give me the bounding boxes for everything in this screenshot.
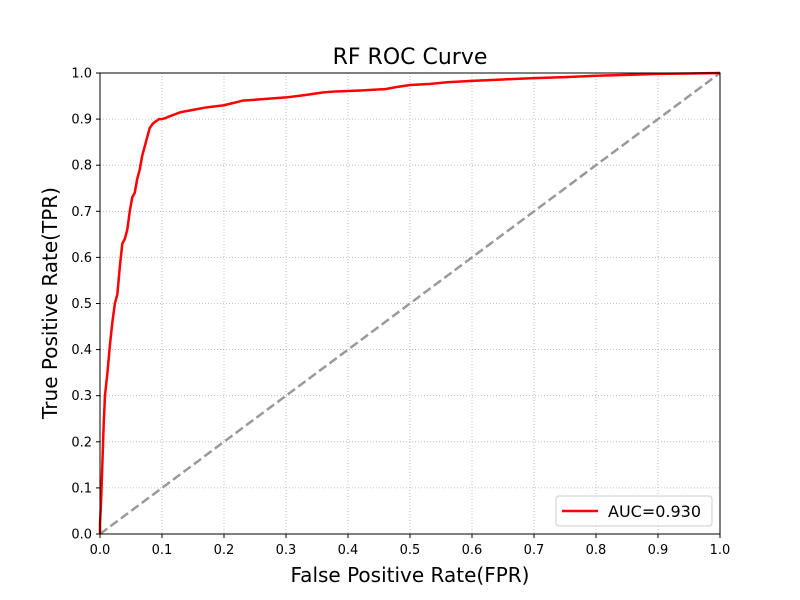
y-tick-label: 0.4	[71, 343, 92, 358]
roc-curve-line	[98, 71, 721, 534]
legend-label: AUC=0.930	[608, 502, 701, 521]
y-axis-ticks: 0.0 0.1 0.2 0.3 0.4 0.5 0.6 0.7 0.8 0.9 1.0	[71, 67, 100, 543]
grid	[100, 73, 720, 534]
y-tick-label: 1.0	[71, 67, 92, 82]
legend-box	[555, 495, 713, 527]
x-axis-ticks: 0.0 0.1 0.2 0.3 0.4 0.5 0.6 0.7 0.8 0.9 1.0	[90, 534, 731, 558]
roc-curve-group	[98, 71, 721, 534]
reference-line-group	[99, 71, 721, 536]
x-axis-title: False Positive Rate(FPR)	[291, 563, 530, 587]
x-tick-label: 0.7	[524, 543, 545, 558]
x-tick-label: 0.6	[462, 543, 483, 558]
x-tick-label: 0.0	[90, 543, 111, 558]
x-tick-label: 0.9	[648, 543, 669, 558]
x-tick-label: 0.3	[276, 543, 297, 558]
x-tick-label: 0.8	[586, 543, 607, 558]
y-axis-title: True Positive Rate(TPR)	[38, 187, 62, 420]
y-tick-label: 0.8	[71, 159, 92, 174]
legend: AUC=0.930	[555, 495, 713, 527]
y-tick-label: 0.1	[71, 481, 92, 496]
y-tick-label: 0.5	[71, 297, 92, 312]
x-tick-label: 0.4	[338, 543, 359, 558]
y-tick-label: 0.3	[71, 389, 92, 404]
y-tick-label: 0.2	[71, 435, 92, 450]
reference-diagonal-line	[99, 71, 721, 536]
y-tick-label: 0.9	[71, 113, 92, 128]
chart-title: RF ROC Curve	[333, 45, 488, 70]
x-tick-label: 0.1	[152, 543, 173, 558]
y-tick-label: 0.0	[71, 528, 92, 543]
y-tick-label: 0.6	[71, 251, 92, 266]
x-tick-label: 1.0	[710, 543, 731, 558]
y-tick-label: 0.7	[71, 205, 92, 220]
x-tick-label: 0.2	[214, 543, 235, 558]
x-tick-label: 0.5	[400, 543, 421, 558]
